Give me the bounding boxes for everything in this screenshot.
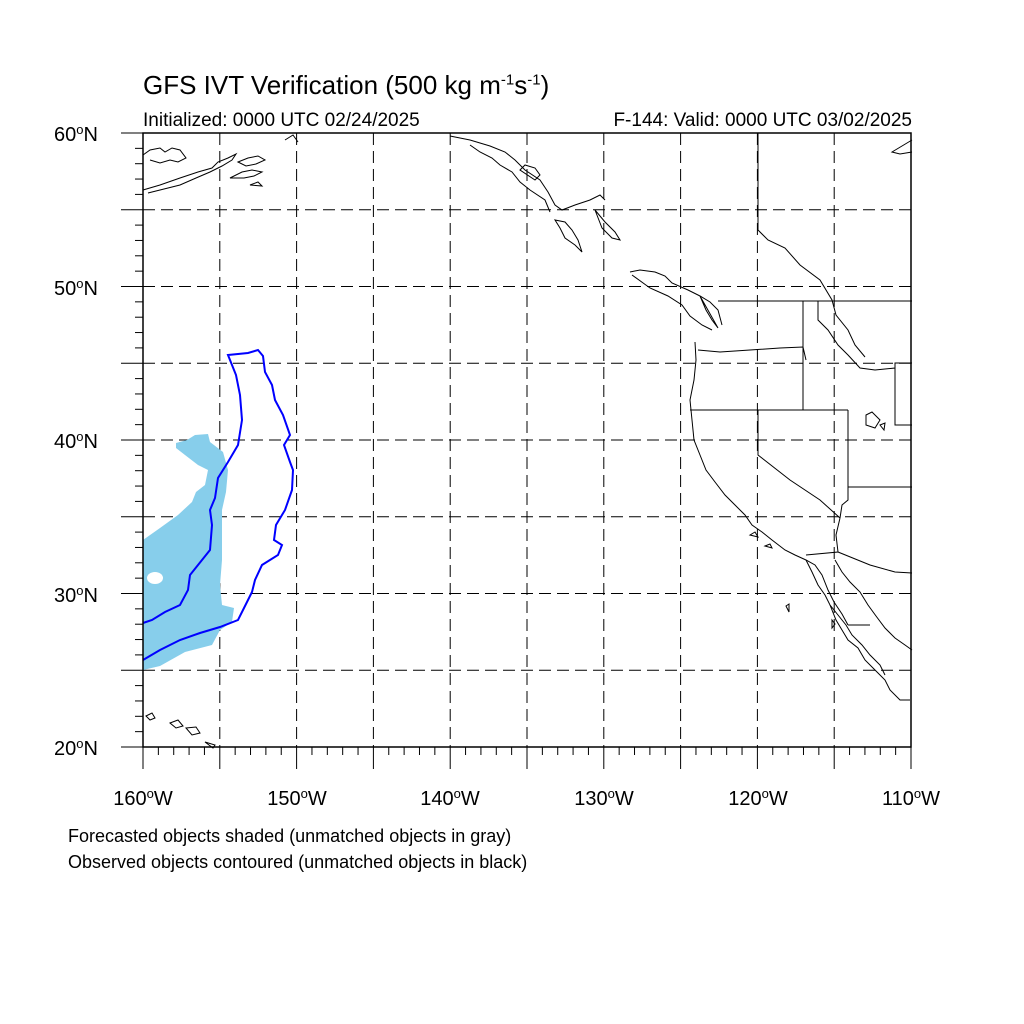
lon-label-110w: 110oW bbox=[881, 786, 941, 810]
map-title: GFS IVT Verification (500 kg m-1s-1) bbox=[143, 70, 550, 100]
lon-label-120w: 120oW bbox=[728, 786, 788, 810]
lon-label-160w: 160oW bbox=[113, 786, 173, 810]
lon-label-150w: 150oW bbox=[267, 786, 327, 810]
political-boundaries bbox=[690, 133, 913, 626]
initialized-time: Initialized: 0000 UTC 02/24/2025 bbox=[143, 110, 420, 131]
forecast-ivt-object bbox=[143, 434, 234, 670]
valid-time: F-144: Valid: 0000 UTC 03/02/2025 bbox=[613, 110, 912, 131]
lon-label-130w: 130oW bbox=[574, 786, 634, 810]
footnote-observed: Observed objects contoured (unmatched ob… bbox=[68, 852, 528, 872]
lat-label-60n: 60oN bbox=[54, 122, 98, 146]
lat-label-50n: 50oN bbox=[54, 276, 98, 300]
lat-label-20n: 20oN bbox=[54, 736, 98, 760]
lat-label-30n: 30oN bbox=[54, 583, 98, 607]
observed-ivt-contour bbox=[142, 348, 295, 661]
lat-label-40n: 40oN bbox=[54, 429, 98, 453]
forecast-hole bbox=[147, 572, 163, 584]
coastlines bbox=[142, 134, 913, 749]
gridlines bbox=[143, 133, 911, 747]
map-axes bbox=[121, 132, 912, 769]
footnote-forecast: Forecasted objects shaded (unmatched obj… bbox=[68, 826, 512, 846]
lon-label-140w: 140oW bbox=[420, 786, 480, 810]
